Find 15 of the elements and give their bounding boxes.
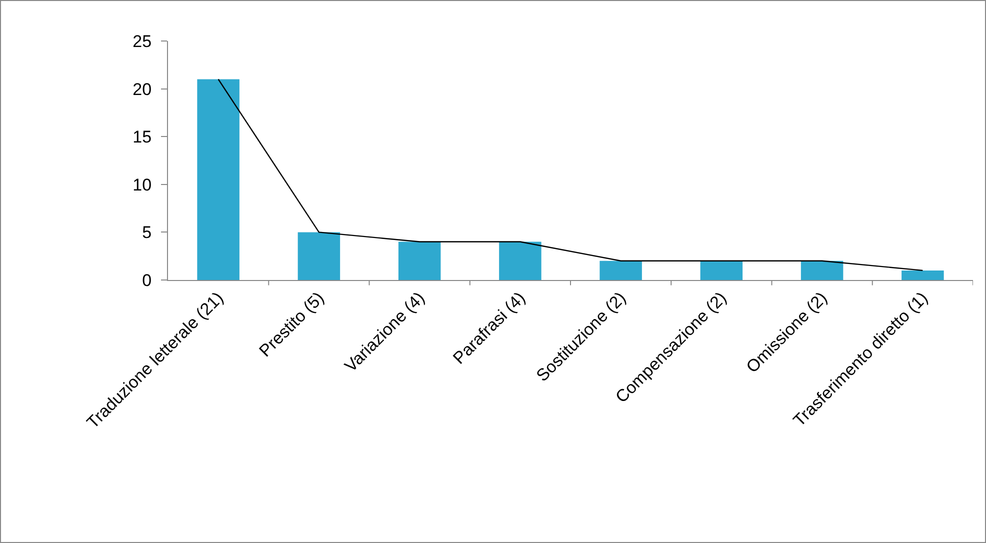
bar <box>600 260 642 280</box>
y-tick-label: 20 <box>132 80 152 99</box>
bar <box>902 270 944 280</box>
y-tick-label: 15 <box>132 128 152 147</box>
y-tick-label: 25 <box>132 32 152 51</box>
bar <box>800 260 844 280</box>
bar <box>398 242 441 280</box>
bar <box>298 232 340 280</box>
y-tick-label: 0 <box>142 270 152 290</box>
bar <box>700 260 743 280</box>
bar <box>499 242 542 280</box>
line-series <box>218 78 924 272</box>
y-tick-label: 10 <box>132 175 152 194</box>
y-tick-label: 5 <box>142 223 152 242</box>
bar <box>197 79 240 280</box>
